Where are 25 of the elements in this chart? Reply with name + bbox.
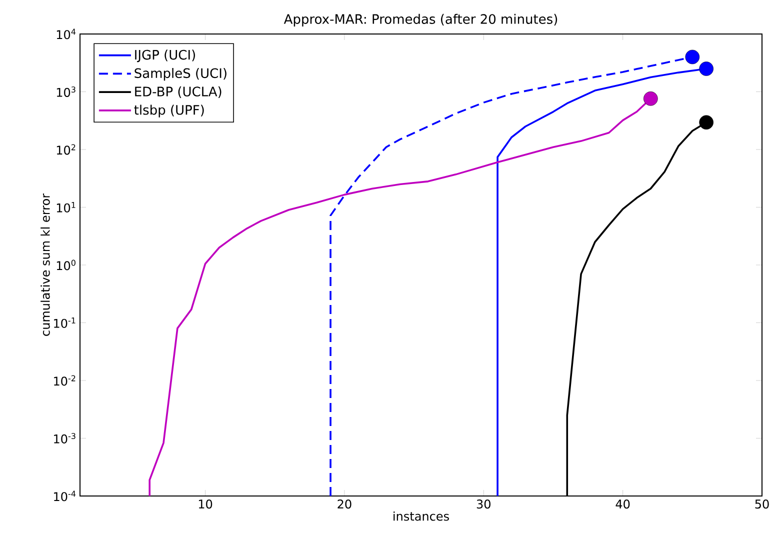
legend-label: IJGP (UCI) [135,50,195,62]
legend-label: SampleS (UCI) [134,68,226,81]
point [644,91,658,106]
x-tick-label: 10 [198,500,212,509]
y-tick-label: 10$^{2}$ [56,144,76,155]
x-tick-label: 40 [616,500,630,509]
y-tick-label: 10$^{1}$ [56,202,76,212]
y-tick-label: 10$^{0}$ [56,260,76,270]
point [685,50,700,64]
x-axis-title: instances [394,511,449,521]
point [699,62,714,76]
y-tick-label: 10$^{-1}$ [54,318,76,328]
y-tick-label: 10$^{-4}$ [54,490,76,502]
legend-label: tlsbp (UPF) [134,104,204,118]
y-tick-label: 10$^{-2}$ [54,375,76,386]
x-tick-label: 20 [338,500,352,509]
y-tick-label: 10$^{-3}$ [54,433,76,444]
y-tick-label: 10$^{4}$ [56,28,76,40]
y-axis-title: cumulative sum kl error [40,193,50,336]
point [699,115,714,130]
legend-label: ED-BP (UCLA) [135,86,222,98]
chart-title: Approx-MAR: Promedas (after 20 minutes) [284,14,558,26]
x-tick-label: 30 [476,500,490,509]
x-tick-label: 50 [755,500,769,509]
y-tick-label: 10$^{3}$ [56,86,76,97]
